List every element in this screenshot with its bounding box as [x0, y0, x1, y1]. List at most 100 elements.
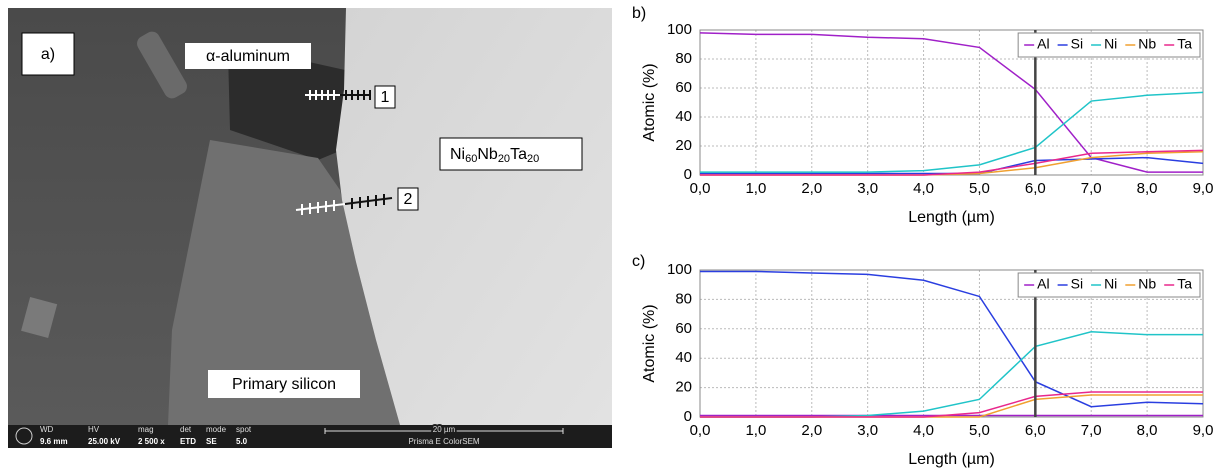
element: Ni [450, 146, 465, 163]
info-bar: WD 9.6 mm HV 25.00 kV mag 2 500 x det ET… [8, 423, 612, 448]
legend-label: Si [1071, 276, 1083, 292]
charts: b) 0 20 40 60 80 100 0,0 1,0 2,0 3,0 4,0 5,0 6,0 7,0 8,… [632, 5, 1213, 468]
legend-label: Al [1037, 36, 1049, 52]
y-tick-label: 20 [675, 379, 692, 396]
x-tick-label: 9,0 [1193, 180, 1214, 197]
legend-label: Nb [1138, 36, 1156, 52]
scan-line-2 [295, 194, 393, 215]
x-tick-label: 4,0 [913, 180, 934, 197]
subscript: 20 [498, 153, 510, 165]
series-line [700, 149, 1204, 176]
scale-label: 20 µm [433, 425, 456, 434]
alloy-region [336, 8, 612, 425]
phase-label: Ni60Nb20Ta20 [450, 146, 539, 165]
legend-label: Ni [1104, 36, 1117, 52]
y-axis-label: Atomic (%) [641, 63, 658, 141]
label-box [439, 137, 583, 171]
legend-label: Si [1071, 36, 1083, 52]
x-tick-label: 7,0 [1081, 180, 1102, 197]
series-line [700, 270, 1204, 408]
y-tick-label: 80 [675, 290, 692, 307]
element: Nb [477, 146, 498, 163]
panel-label: c) [632, 253, 645, 270]
legend-label: Ni [1104, 276, 1117, 292]
label-box [208, 370, 360, 398]
info-label: spot [236, 425, 252, 434]
x-tick-label: 6,0 [1025, 422, 1046, 439]
legend-label: Al [1037, 276, 1049, 292]
y-tick-label: 80 [675, 50, 692, 67]
x-axis-label: Length (µm) [908, 451, 995, 468]
y-axis-label: Atomic (%) [641, 304, 658, 382]
y-tick-label: 40 [675, 108, 692, 125]
x-tick-label: 2,0 [801, 422, 822, 439]
panel-label: b) [632, 5, 646, 22]
info-value: 25.00 kV [88, 437, 121, 446]
y-tick-label: 100 [667, 261, 692, 278]
legend-items: Al Si Ni Nb Ta [1024, 276, 1192, 292]
series-line [699, 32, 1203, 173]
particle [21, 296, 58, 339]
panel-label: a) [41, 46, 55, 63]
y-tick-label: 0 [684, 408, 692, 425]
x-tick-label: 1,0 [745, 180, 766, 197]
subscript: 20 [527, 153, 539, 165]
line-chart: c) 0 20 40 60 80 100 0,0 1,0 2,0 3,0 4,0 5,0 6,0 7,0 8,… [632, 253, 1213, 468]
info-label: HV [88, 425, 100, 434]
x-tick-label: 0,0 [690, 180, 711, 197]
x-axis-label: Length (µm) [908, 209, 995, 226]
y-tick-label: 40 [675, 349, 692, 366]
sem-image: a) α-aluminum Ni60Nb20Ta20 Primary silic… [8, 8, 612, 448]
y-tick-label: 0 [684, 166, 692, 183]
info-value: 9.6 mm [40, 437, 68, 446]
info-label: mode [206, 425, 227, 434]
x-tick-label: 7,0 [1081, 422, 1102, 439]
phase-label: Primary silicon [232, 376, 336, 393]
series-line [700, 91, 1204, 173]
legend-label: Nb [1138, 276, 1156, 292]
y-tick-label: 60 [675, 320, 692, 337]
line-label: 1 [381, 89, 390, 106]
x-tick-label: 2,0 [801, 180, 822, 197]
info-value: SE [206, 437, 217, 446]
x-tick-label: 3,0 [857, 180, 878, 197]
label-box [374, 85, 396, 109]
x-tick-label: 0,0 [690, 422, 711, 439]
legend-label: Ta [1177, 36, 1192, 52]
x-tick-label: 8,0 [1137, 180, 1158, 197]
series-line [700, 391, 1203, 418]
label-box [21, 32, 75, 76]
phase-label: α-aluminum [206, 48, 290, 65]
x-tick-label: 5,0 [969, 180, 990, 197]
info-value: 2 500 x [138, 437, 165, 446]
label-box [185, 43, 311, 69]
info-label: WD [40, 425, 54, 434]
label-box [397, 187, 419, 211]
x-tick-label: 3,0 [857, 422, 878, 439]
element: Ta [510, 146, 527, 163]
rod-particle [137, 31, 187, 99]
instrument: Prisma E ColorSEM [408, 437, 479, 446]
info-label: det [180, 425, 192, 434]
silicon-region [168, 140, 400, 425]
legend: Al Si Ni Nb Ta [1017, 32, 1201, 58]
x-tick-label: 9,0 [1193, 422, 1214, 439]
series-line [700, 156, 1204, 175]
y-tick-label: 60 [675, 79, 692, 96]
y-tick-label: 100 [667, 21, 692, 38]
legend: Al Si Ni Nb Ta [1017, 272, 1201, 298]
subscript: 60 [465, 153, 477, 165]
line-chart: b) 0 20 40 60 80 100 0,0 1,0 2,0 3,0 4,0 5,0 6,0 7,0 8,… [632, 5, 1213, 226]
dark-region [228, 52, 345, 160]
x-tick-label: 4,0 [913, 422, 934, 439]
x-tick-label: 5,0 [969, 422, 990, 439]
x-tick-label: 1,0 [745, 422, 766, 439]
y-tick-label: 20 [675, 137, 692, 154]
x-tick-label: 8,0 [1137, 422, 1158, 439]
legend-items: Al Si Ni Nb Ta [1024, 36, 1192, 52]
info-value: ETD [180, 437, 196, 446]
line-label: 2 [404, 191, 413, 208]
x-tick-label: 6,0 [1025, 180, 1046, 197]
info-label: mag [138, 425, 154, 434]
